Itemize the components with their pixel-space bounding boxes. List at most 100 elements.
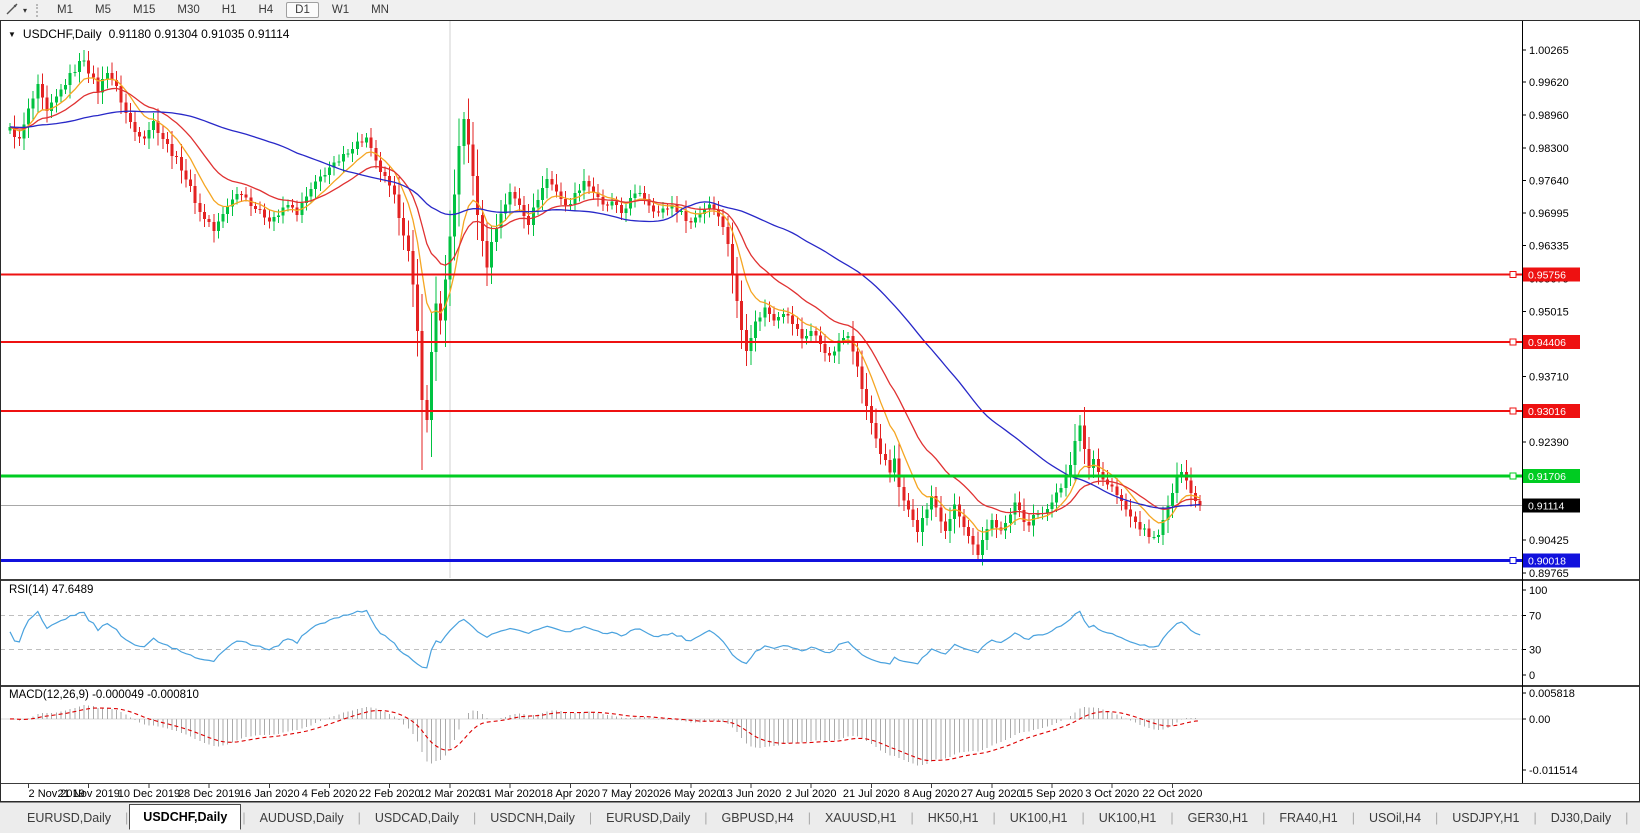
timeframe-h1[interactable]: H1: [221, 4, 237, 16]
chart-symbol-period: USDCHF,Daily: [22, 27, 102, 41]
svg-text:0.91706: 0.91706: [1528, 471, 1566, 483]
hline-price-badge: [1523, 469, 1580, 484]
chart-ohlc-values: 0.91180 0.91304 0.91035 0.91114: [108, 27, 290, 41]
svg-text:16 Jan 2020: 16 Jan 2020: [239, 788, 300, 800]
tab-usdcad-daily-3[interactable]: USDCAD,Daily: [374, 811, 459, 825]
timeframe-w1[interactable]: W1: [331, 4, 350, 16]
tab-dj30-daily-15[interactable]: DJ30,Daily: [1550, 811, 1612, 825]
tab-fra40-h1-12[interactable]: FRA40,H1: [1279, 811, 1338, 825]
svg-text:2 Jul 2020: 2 Jul 2020: [786, 788, 837, 800]
svg-text:22 Feb 2020: 22 Feb 2020: [359, 788, 421, 800]
svg-text:0.95756: 0.95756: [1528, 270, 1566, 282]
chart-tab-bar: EURUSD,Daily | USDCHF,Daily | AUDUSD,Daily | U…: [0, 802, 1640, 833]
svg-text:0.90018: 0.90018: [1528, 555, 1566, 567]
ma-ema21: [9, 87, 1201, 515]
ma-ema9: [9, 77, 1201, 533]
tool-dropdown-caret-icon[interactable]: ▾: [23, 5, 28, 15]
svg-text:0.98300: 0.98300: [1529, 143, 1569, 155]
tab-separator: |: [807, 811, 811, 825]
hline-handle: [1509, 556, 1517, 564]
toolbar: ▾ M1 M5 M15 M30 H1 H4 D1 W1 MN: [0, 0, 1640, 21]
svg-text:22 Oct 2020: 22 Oct 2020: [1142, 788, 1202, 800]
current-price-badge: [1523, 498, 1580, 513]
tab-usoil-h4-13[interactable]: USOil,H4: [1368, 811, 1422, 825]
rsi-indicator-label: RSI(14) 47.6489: [9, 584, 94, 596]
chart-canvas[interactable]: 1.00265 0.99620 0.98960 0.98300 0.97640 0.969…: [0, 20, 1640, 802]
rsi-panel: [0, 609, 1522, 669]
svg-text:0.95015: 0.95015: [1529, 306, 1569, 318]
tab-usdjpy-h1-14[interactable]: USDJPY,H1: [1452, 811, 1520, 825]
svg-text:21 Jul 2020: 21 Jul 2020: [843, 788, 900, 800]
timeframe-h4[interactable]: H4: [258, 4, 274, 16]
tab-usdcnh-daily-4[interactable]: USDCNH,Daily: [490, 811, 575, 825]
tab-uk100-h1-10[interactable]: UK100,H1: [1098, 811, 1157, 825]
macd-indicator-label: MACD(12,26,9) -0.000049 -0.000810: [9, 689, 199, 701]
trendline-tool-icon: [5, 2, 20, 19]
tab-separator: |: [588, 811, 593, 825]
svg-text:0: 0: [1529, 670, 1535, 682]
hline-handle: [1509, 338, 1517, 346]
tab-ger30-h1-11[interactable]: GER30,H1: [1187, 811, 1249, 825]
timeframe-mn[interactable]: MN: [371, 4, 389, 16]
candlestick-series: [8, 50, 1202, 566]
timeframe-m30[interactable]: M30: [177, 4, 200, 16]
hline-handle: [1509, 472, 1517, 480]
ma-sma55: [9, 110, 1201, 509]
tab-eurusd-daily-0[interactable]: EURUSD,Daily: [27, 811, 112, 825]
svg-text:8 Aug 2020: 8 Aug 2020: [904, 788, 960, 800]
timeframe-buttons: M1 M5 M15 M30 H1 H4 D1 W1 MN: [46, 2, 400, 18]
tab-separator: |: [1351, 811, 1355, 825]
svg-text:0.92390: 0.92390: [1529, 437, 1569, 449]
price-axis[interactable]: 1.00265 0.99620 0.98960 0.98300 0.97640 0.969…: [1522, 45, 1580, 777]
svg-text:3 Oct 2020: 3 Oct 2020: [1085, 788, 1139, 800]
svg-text:10 Dec 2019: 10 Dec 2019: [118, 788, 180, 800]
tab-separator: |: [1170, 811, 1174, 825]
svg-text:0.93710: 0.93710: [1529, 371, 1569, 383]
tab-china300-h1-16[interactable]: CHINA300,H1: [1629, 806, 1640, 830]
svg-text:18 Apr 2020: 18 Apr 2020: [541, 788, 600, 800]
svg-text:4 Feb 2020: 4 Feb 2020: [302, 788, 358, 800]
svg-text:0.98960: 0.98960: [1529, 110, 1569, 122]
hline-price-badge: [1523, 553, 1580, 568]
svg-text:0.89765: 0.89765: [1529, 568, 1569, 580]
timeframe-m1[interactable]: M1: [57, 4, 73, 16]
tab-xauusd-h1-7[interactable]: XAUUSD,H1: [824, 811, 897, 825]
toolbar-grip: [36, 3, 39, 17]
svg-text:13 Jun 2020: 13 Jun 2020: [721, 788, 782, 800]
macd-panel: [0, 705, 1522, 766]
svg-text:0.005818: 0.005818: [1529, 688, 1575, 700]
tab-eurusd-daily-5[interactable]: EURUSD,Daily: [606, 811, 691, 825]
tab-usdchf-daily-1[interactable]: USDCHF,Daily: [129, 804, 242, 830]
tab-uk100-h1-9[interactable]: UK100,H1: [1009, 811, 1068, 825]
tab-separator: |: [992, 811, 996, 825]
hline-handle: [1509, 271, 1517, 279]
hline-price-badge: [1523, 403, 1580, 418]
rsi-line: [9, 609, 1201, 669]
svg-text:12 Mar 2020: 12 Mar 2020: [419, 788, 481, 800]
trendline-tool-button[interactable]: ▾: [0, 1, 32, 19]
svg-text:100: 100: [1529, 585, 1547, 597]
svg-text:-0.011514: -0.011514: [1529, 765, 1578, 777]
tab-separator: |: [1625, 811, 1629, 825]
timeframe-d1[interactable]: D1: [286, 2, 319, 18]
svg-text:0.96335: 0.96335: [1529, 241, 1569, 253]
macd-signal-line: [9, 707, 1201, 762]
svg-text:0.93016: 0.93016: [1528, 406, 1566, 418]
tab-hk50-h1-8[interactable]: HK50,H1: [927, 811, 979, 825]
tab-audusd-daily-2[interactable]: AUDUSD,Daily: [259, 811, 344, 825]
tab-separator: |: [472, 811, 477, 825]
timeframe-m5[interactable]: M5: [95, 4, 111, 16]
svg-text:26 May 2020: 26 May 2020: [659, 788, 723, 800]
chart-window: 1.00265 0.99620 0.98960 0.98300 0.97640 0.969…: [0, 20, 1640, 802]
svg-text:7 May 2020: 7 May 2020: [602, 788, 659, 800]
svg-text:28 Dec 2019: 28 Dec 2019: [178, 788, 240, 800]
tab-gbpusd-h4-6[interactable]: GBPUSD,H4: [721, 811, 794, 825]
svg-text:0.91114: 0.91114: [1528, 501, 1565, 513]
hline-handle: [1509, 407, 1517, 415]
chart-menu-triangle-icon[interactable]: ▼: [8, 29, 16, 39]
timeframe-m15[interactable]: M15: [132, 4, 156, 16]
svg-text:31 Mar 2020: 31 Mar 2020: [479, 788, 541, 800]
svg-text:27 Aug 2020: 27 Aug 2020: [961, 788, 1023, 800]
tab-separator: |: [910, 811, 914, 825]
